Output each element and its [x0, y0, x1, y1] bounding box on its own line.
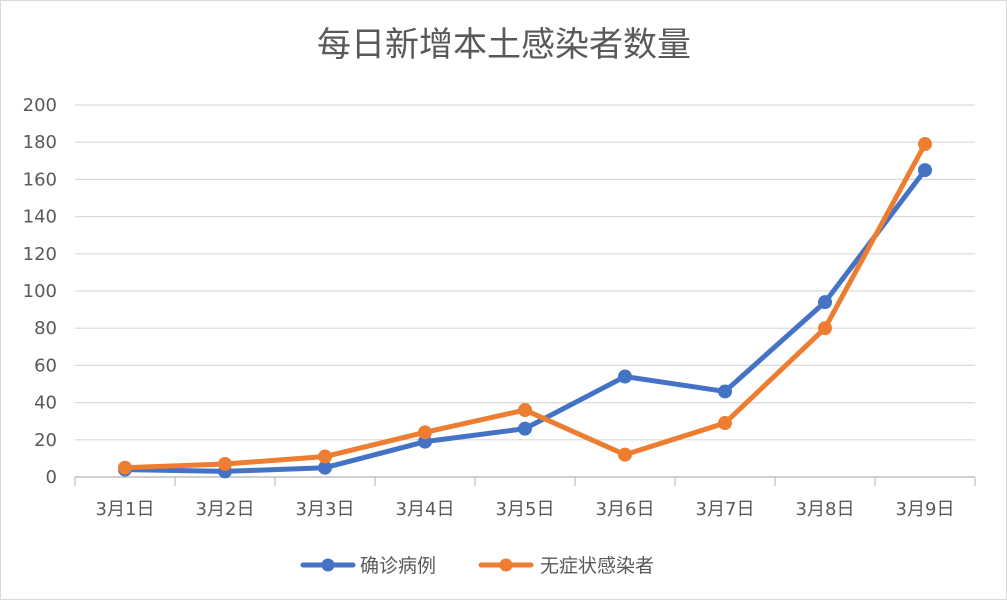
series-lines	[118, 137, 932, 479]
data-point	[118, 460, 132, 475]
y-tick-label: 160	[23, 169, 57, 190]
data-point	[418, 425, 432, 440]
x-tick-label: 3月1日	[96, 499, 155, 520]
legend-label: 无症状感染者	[540, 555, 654, 577]
x-tick-label: 3月8日	[796, 499, 855, 520]
data-point	[618, 369, 632, 384]
series-1	[118, 137, 932, 475]
x-tick-label: 3月9日	[896, 499, 955, 520]
y-tick-label: 120	[23, 244, 57, 265]
chart-title: 每日新增本土感染者数量	[317, 25, 691, 65]
y-tick-label: 200	[23, 95, 57, 116]
data-point	[318, 449, 332, 464]
legend-marker	[321, 558, 335, 572]
legend-marker	[499, 558, 513, 572]
y-tick-label: 40	[34, 393, 57, 414]
data-point	[718, 384, 732, 399]
legend-label: 确诊病例	[360, 555, 436, 577]
series-0	[118, 163, 932, 479]
grid-lines	[75, 104, 975, 478]
x-tick-label: 3月4日	[396, 499, 455, 520]
data-point	[818, 295, 832, 310]
data-point	[918, 163, 932, 178]
y-tick-label: 20	[34, 430, 57, 451]
y-tick-label: 140	[23, 207, 57, 228]
data-point	[618, 447, 632, 462]
y-tick-label: 0	[46, 467, 57, 488]
y-tick-label: 80	[34, 318, 57, 339]
x-tick-label: 3月7日	[696, 499, 755, 520]
data-point	[218, 456, 232, 471]
data-point	[518, 403, 532, 418]
x-tick-label: 3月3日	[296, 499, 355, 520]
legend-item: 确诊病例	[300, 555, 436, 577]
legend: 确诊病例 无症状感染者	[300, 555, 654, 577]
x-tick-label: 3月5日	[496, 499, 555, 520]
data-point	[818, 321, 832, 336]
axes: 0 20 40 60 80 100 120 140 160 180 200 3月1日 3月2日 3月3日 3…	[23, 95, 976, 520]
legend-item: 无症状感染者	[478, 555, 654, 577]
y-tick-label: 100	[23, 281, 57, 302]
data-point	[518, 421, 532, 436]
data-point	[718, 416, 732, 431]
x-tick-label: 3月6日	[596, 499, 655, 520]
y-tick-label: 60	[34, 355, 57, 376]
x-tick-label: 3月2日	[196, 499, 255, 520]
series-line	[122, 141, 928, 471]
data-point	[918, 137, 932, 152]
y-tick-label: 180	[23, 132, 57, 153]
